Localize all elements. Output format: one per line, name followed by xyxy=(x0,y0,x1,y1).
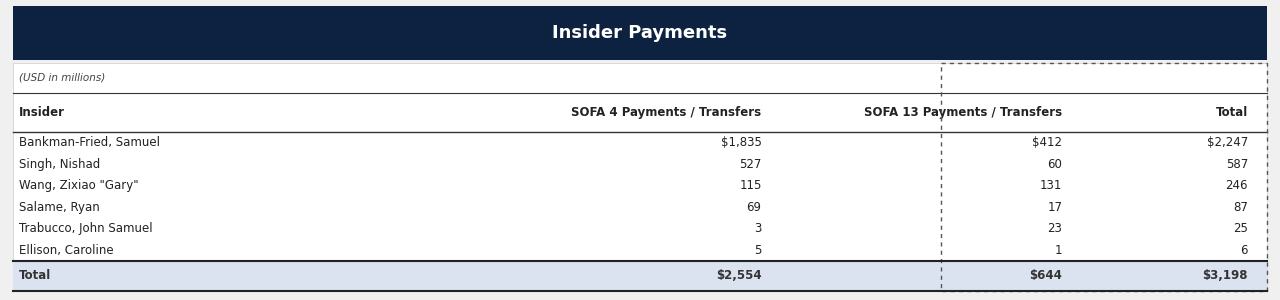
Text: Ellison, Caroline: Ellison, Caroline xyxy=(19,244,114,257)
FancyBboxPatch shape xyxy=(13,6,1267,60)
Text: $2,554: $2,554 xyxy=(716,269,762,283)
FancyBboxPatch shape xyxy=(13,63,1267,291)
Text: $3,198: $3,198 xyxy=(1202,269,1248,283)
Text: Insider Payments: Insider Payments xyxy=(553,24,727,42)
Text: SOFA 4 Payments / Transfers: SOFA 4 Payments / Transfers xyxy=(571,106,762,119)
Text: 60: 60 xyxy=(1047,158,1062,171)
Text: 87: 87 xyxy=(1233,201,1248,214)
Text: 69: 69 xyxy=(746,201,762,214)
Text: $1,835: $1,835 xyxy=(721,136,762,149)
Text: 5: 5 xyxy=(754,244,762,257)
Text: (USD in millions): (USD in millions) xyxy=(19,73,105,83)
Text: 17: 17 xyxy=(1047,201,1062,214)
Text: Bankman-Fried, Samuel: Bankman-Fried, Samuel xyxy=(19,136,160,149)
Text: $412: $412 xyxy=(1033,136,1062,149)
Text: 131: 131 xyxy=(1041,179,1062,192)
Text: $644: $644 xyxy=(1029,269,1062,283)
Text: 527: 527 xyxy=(740,158,762,171)
Text: SOFA 13 Payments / Transfers: SOFA 13 Payments / Transfers xyxy=(864,106,1062,119)
Text: 6: 6 xyxy=(1240,244,1248,257)
FancyBboxPatch shape xyxy=(13,261,1267,291)
Text: 23: 23 xyxy=(1047,222,1062,235)
Text: Salame, Ryan: Salame, Ryan xyxy=(19,201,100,214)
Text: 3: 3 xyxy=(754,222,762,235)
Text: Total: Total xyxy=(19,269,51,283)
Text: 587: 587 xyxy=(1226,158,1248,171)
Text: 115: 115 xyxy=(740,179,762,192)
Text: 246: 246 xyxy=(1225,179,1248,192)
Text: Total: Total xyxy=(1216,106,1248,119)
Text: $2,247: $2,247 xyxy=(1207,136,1248,149)
Text: Wang, Zixiao "Gary": Wang, Zixiao "Gary" xyxy=(19,179,138,192)
Text: Insider: Insider xyxy=(19,106,65,119)
Text: Trabucco, John Samuel: Trabucco, John Samuel xyxy=(19,222,152,235)
Text: 25: 25 xyxy=(1233,222,1248,235)
Text: 1: 1 xyxy=(1055,244,1062,257)
Text: Singh, Nishad: Singh, Nishad xyxy=(19,158,100,171)
